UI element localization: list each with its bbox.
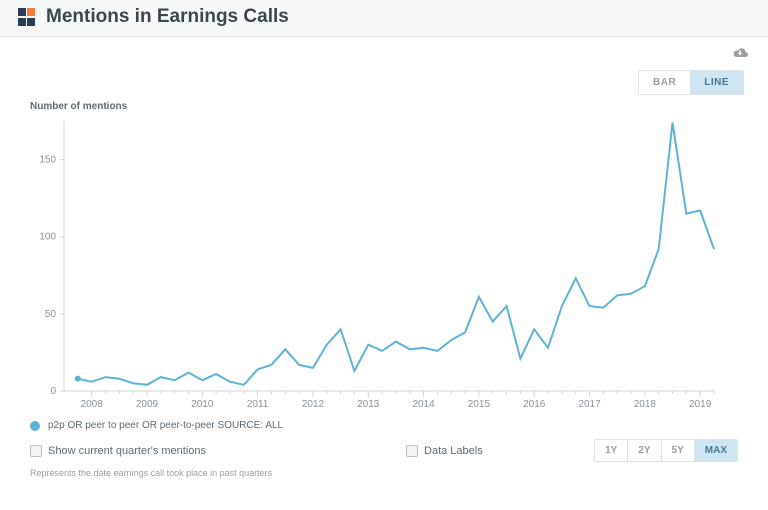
svg-text:0: 0 — [50, 386, 56, 397]
range-5y-button[interactable]: 5Y — [661, 440, 694, 461]
data-labels-checkbox[interactable]: Data Labels — [406, 445, 483, 457]
chart-container: 0 50 100 150 2008 2009 2010 2011 2012 2013 2014 201… — [0, 112, 768, 416]
svg-text:2013: 2013 — [357, 399, 380, 410]
time-range-toggle: 1Y 2Y 5Y MAX — [594, 439, 738, 462]
download-icon[interactable] — [730, 45, 750, 66]
toolbar — [0, 37, 768, 66]
range-max-button[interactable]: MAX — [694, 440, 737, 461]
page-title: Mentions in Earnings Calls — [46, 6, 289, 28]
svg-text:2010: 2010 — [191, 399, 214, 410]
line-chart: 0 50 100 150 2008 2009 2010 2011 2012 2013 2014 201… — [24, 116, 724, 416]
brand-logo-icon — [18, 8, 36, 26]
svg-text:2011: 2011 — [247, 399, 269, 410]
controls-row: Show current quarter's mentions Data Lab… — [0, 433, 768, 464]
svg-text:2009: 2009 — [136, 399, 159, 410]
svg-text:2014: 2014 — [412, 399, 435, 410]
svg-text:50: 50 — [45, 309, 57, 320]
header: Mentions in Earnings Calls — [0, 0, 768, 37]
y-axis-label: Number of mentions — [0, 95, 768, 112]
chart-type-line-button[interactable]: LINE — [690, 71, 743, 94]
footnote: Represents the date earnings call took p… — [0, 464, 768, 482]
svg-text:100: 100 — [39, 232, 56, 243]
checkbox-icon — [406, 445, 418, 457]
svg-text:2012: 2012 — [302, 399, 325, 410]
svg-text:2019: 2019 — [689, 399, 712, 410]
legend-dot-icon — [30, 421, 40, 431]
legend-label: p2p OR peer to peer OR peer-to-peer SOUR… — [48, 420, 283, 431]
legend: p2p OR peer to peer OR peer-to-peer SOUR… — [0, 416, 768, 433]
checkbox-icon — [30, 445, 42, 457]
show-current-quarter-label: Show current quarter's mentions — [48, 445, 206, 457]
chart-type-bar-button[interactable]: BAR — [639, 71, 690, 94]
range-2y-button[interactable]: 2Y — [627, 440, 660, 461]
show-current-quarter-checkbox[interactable]: Show current quarter's mentions — [30, 445, 206, 457]
svg-text:2016: 2016 — [523, 399, 546, 410]
svg-text:150: 150 — [39, 155, 56, 166]
svg-text:2008: 2008 — [81, 399, 104, 410]
svg-text:2015: 2015 — [468, 399, 491, 410]
data-labels-label: Data Labels — [424, 445, 483, 457]
svg-text:2018: 2018 — [634, 399, 657, 410]
chart-type-toggle: BAR LINE — [638, 70, 744, 95]
svg-text:2017: 2017 — [578, 399, 601, 410]
range-1y-button[interactable]: 1Y — [595, 440, 627, 461]
